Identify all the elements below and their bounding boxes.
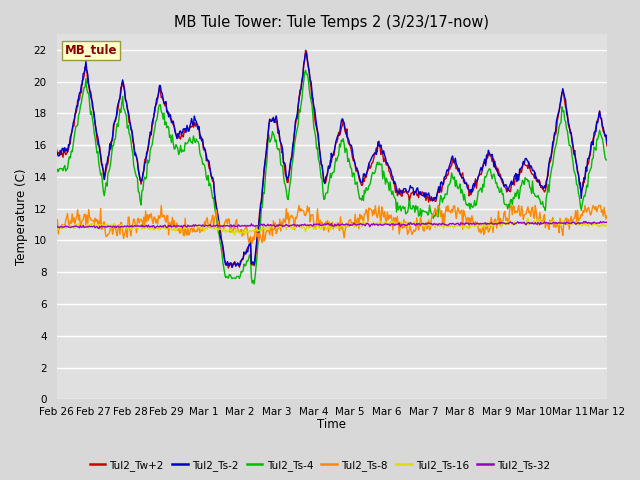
- X-axis label: Time: Time: [317, 419, 346, 432]
- Y-axis label: Temperature (C): Temperature (C): [15, 168, 28, 265]
- Legend: Tul2_Tw+2, Tul2_Ts-2, Tul2_Ts-4, Tul2_Ts-8, Tul2_Ts-16, Tul2_Ts-32: Tul2_Tw+2, Tul2_Ts-2, Tul2_Ts-4, Tul2_Ts…: [86, 456, 554, 475]
- Title: MB Tule Tower: Tule Temps 2 (3/23/17-now): MB Tule Tower: Tule Temps 2 (3/23/17-now…: [174, 15, 489, 30]
- Text: MB_tule: MB_tule: [65, 44, 117, 57]
